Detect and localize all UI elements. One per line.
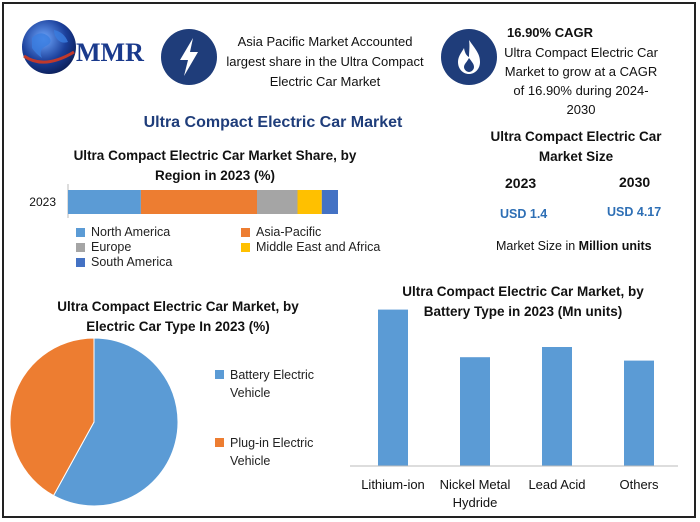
- electric-car-type-pie: [9, 337, 179, 507]
- market-size-year-2023: 2023: [505, 175, 537, 191]
- cagr-description: Ultra Compact Electric Car Market to gro…: [504, 45, 658, 117]
- tick-lithium-ion: Lithium-ion: [361, 477, 425, 492]
- tick-lead-acid: Lead Acid: [528, 477, 586, 492]
- region-legend: North America Asia-Pacific Europe Middle…: [76, 225, 396, 269]
- region-segment-middle-east-and-africa: [297, 190, 322, 214]
- pie-chart-title: Ultra Compact Electric Car Market, by El…: [57, 299, 299, 334]
- region-segment-europe: [257, 190, 298, 214]
- lightning-icon: [161, 29, 217, 85]
- battery-bar-chart: [350, 309, 678, 467]
- bar-lead-acid: [542, 347, 572, 466]
- region-segment-asia-pacific: [140, 190, 257, 214]
- flame-icon: [441, 29, 497, 85]
- tick-nickel-metal-hydride: Nickel Metal Hydride: [439, 477, 511, 510]
- bar-nickel-metal-hydride: [460, 357, 490, 466]
- fact-asia-pacific: Asia Pacific Market Accounted largest sh…: [226, 34, 424, 89]
- brand-logo-text: MMR: [76, 38, 144, 67]
- legend-europe: Europe: [76, 240, 241, 254]
- region-category-label: 2023: [29, 195, 56, 209]
- region-segment-south-america: [321, 190, 338, 214]
- bar-others: [624, 360, 654, 466]
- page-title: Ultra Compact Electric Car Market: [143, 114, 403, 131]
- battery-chart-title: Ultra Compact Electric Car Market, by Ba…: [402, 284, 644, 319]
- tick-others: Others: [619, 477, 659, 492]
- legend-south-america: South America: [76, 255, 241, 269]
- market-size-title: Ultra Compact Electric Car Market Size: [490, 129, 662, 164]
- market-size-value-2030: USD 4.17: [607, 205, 662, 219]
- legend-mea: Middle East and Africa: [241, 240, 396, 254]
- pie-slice-battery-electric-vehicle: [52, 337, 179, 507]
- pie-slice-plug-in-electric-vehicle: [9, 337, 95, 497]
- pie-legend: Battery Electric Vehicle Plug-in Electri…: [215, 366, 325, 470]
- market-size-value-2023: USD 1.4: [500, 207, 548, 221]
- market-size-note: Market Size in Million units: [496, 239, 652, 253]
- cagr-title: 16.90% CAGR: [507, 25, 593, 40]
- legend-battery-electric: Battery Electric Vehicle: [215, 366, 325, 402]
- globe-logo-icon: [22, 20, 76, 74]
- bar-lithium-ion: [378, 309, 408, 466]
- region-segment-north-america: [68, 190, 141, 214]
- legend-plug-in-electric: Plug-in Electric Vehicle: [215, 434, 325, 470]
- region-chart-title: Ultra Compact Electric Car Market Share,…: [73, 148, 357, 183]
- market-size-year-2030: 2030: [619, 174, 651, 190]
- legend-north-america: North America: [76, 225, 241, 239]
- region-stacked-chart: 2023: [29, 184, 338, 218]
- legend-asia-pacific: Asia-Pacific: [241, 225, 396, 239]
